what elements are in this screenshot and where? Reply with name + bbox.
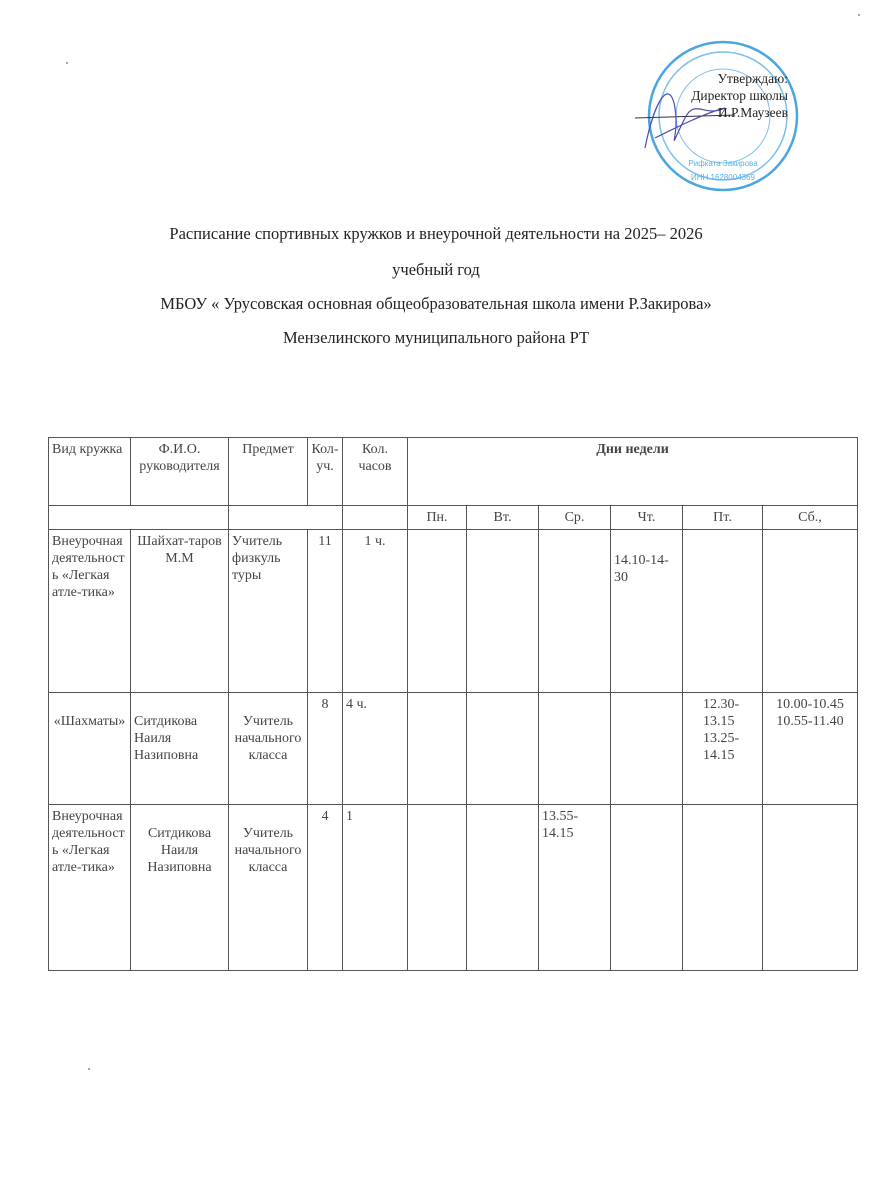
table-row: «Шахматы» Ситдикова Наиля Назиповна Учит… [48, 692, 858, 805]
header-hours: Кол. часов [342, 437, 408, 506]
table-row: Внеурочная деятельность «Легкая атле-тик… [48, 804, 858, 971]
blank-cell [342, 505, 408, 530]
scan-speck [858, 14, 860, 16]
cell-hours: 1 [342, 804, 408, 971]
cell-tue [466, 692, 539, 805]
cell-leader: Ситдикова Наиля Назиповна [130, 692, 229, 805]
stamp-inn: ИНН 1628004369 [691, 173, 756, 182]
days-row: Пн. Вт. Ср. Чт. Пт. Сб., [48, 505, 858, 530]
cell-fri [682, 529, 763, 693]
approval-line: Утверждаю: [717, 71, 788, 86]
header-subject: Предмет [228, 437, 308, 506]
day-wed: Ср. [538, 505, 611, 530]
schedule-table: Вид кружка Ф.И.О. руководителя Предмет К… [48, 437, 858, 971]
doc-title-school: МБОУ « Урусовская основная общеобразоват… [160, 294, 712, 313]
cell-wed: 13.55-14.15 [538, 804, 611, 971]
cell-thu [610, 804, 683, 971]
scan-speck [88, 1068, 90, 1070]
signature [644, 93, 726, 149]
cell-wed [538, 692, 611, 805]
header-type: Вид кружка [48, 437, 131, 506]
cell-subject: Учитель физкуль туры [228, 529, 308, 693]
cell-sat [762, 529, 858, 693]
day-mon: Пн. [407, 505, 467, 530]
cell-fri: 12.30-13.15 13.25-14.15 [682, 692, 763, 805]
blank-cell [228, 505, 343, 530]
approval-block: Утверждаю: Директор школы И.Р.Маузеев [668, 70, 788, 121]
approval-position: Директор школы [691, 88, 788, 103]
header-leader: Ф.И.О. руководителя [130, 437, 229, 506]
cell-mon [407, 692, 467, 805]
cell-hours: 1 ч. [342, 529, 408, 693]
scan-speck [66, 62, 68, 64]
cell-subject: Учитель начального класса [228, 692, 308, 805]
table-row: Внеурочная деятельность «Легкая атле-тик… [48, 529, 858, 693]
header-students: Кол-уч. [307, 437, 343, 506]
doc-title-line2: учебный год [392, 260, 480, 279]
cell-leader: Ситдикова Наиля Назиповна [130, 804, 229, 971]
cell-tue [466, 804, 539, 971]
cell-sat [762, 804, 858, 971]
cell-thu: 14.10-14-30 [610, 529, 683, 693]
doc-title-line1: Расписание спортивных кружков и внеурочн… [169, 224, 703, 243]
cell-leader: Шайхат-таров М.М [130, 529, 229, 693]
cell-type: «Шахматы» [48, 692, 131, 805]
day-sat: Сб., [762, 505, 858, 530]
cell-hours: 4 ч. [342, 692, 408, 805]
day-fri: Пт. [682, 505, 763, 530]
doc-title-district: Мензелинского муниципального района РТ [282, 328, 590, 347]
header-row: Вид кружка Ф.И.О. руководителя Предмет К… [48, 437, 858, 506]
cell-thu [610, 692, 683, 805]
stamp-text: Рифката Закирова [688, 159, 758, 168]
cell-subject: Учитель начального класса [228, 804, 308, 971]
cell-fri [682, 804, 763, 971]
header-days: Дни недели [407, 437, 858, 506]
day-tue: Вт. [466, 505, 539, 530]
cell-students: 4 [307, 804, 343, 971]
approval-name: И.Р.Маузеев [717, 105, 788, 120]
cell-mon [407, 804, 467, 971]
cell-sat: 10.00-10.45 10.55-11.40 [762, 692, 858, 805]
cell-students: 11 [307, 529, 343, 693]
blank-cell [48, 505, 229, 530]
cell-tue [466, 529, 539, 693]
cell-type: Внеурочная деятельность «Легкая атле-тик… [48, 804, 131, 971]
cell-wed [538, 529, 611, 693]
cell-type: Внеурочная деятельность «Легкая атле-тик… [48, 529, 131, 693]
official-stamp: Рифката Закирова ИНН 1628004369 [634, 38, 805, 203]
day-thu: Чт. [610, 505, 683, 530]
cell-mon [407, 529, 467, 693]
cell-students: 8 [307, 692, 343, 805]
